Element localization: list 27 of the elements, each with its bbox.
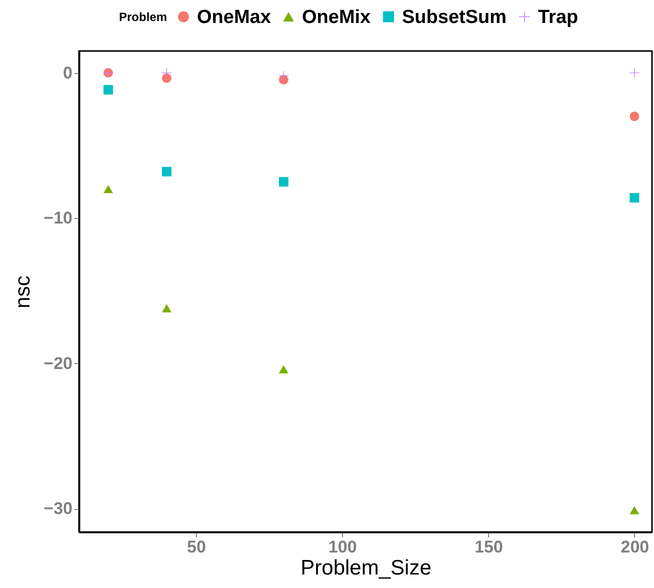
legend-label: OneMax [197, 6, 272, 28]
point [162, 304, 172, 312]
y-axis-title: nsc [12, 276, 35, 308]
legend-label: Trap [538, 6, 578, 28]
point [630, 506, 640, 514]
y-tick-label: −30 [44, 499, 72, 518]
point [630, 68, 640, 78]
x-tick-label: 200 [620, 538, 650, 556]
legend-label: SubsetSum [402, 6, 507, 28]
point [630, 193, 640, 203]
y-tick-label: −20 [44, 354, 72, 373]
point [162, 73, 172, 83]
point [630, 112, 640, 122]
point [278, 75, 288, 85]
y-tick-label: 0 [63, 63, 72, 82]
y-tick-label: −10 [44, 208, 72, 228]
legend-title: Problem [119, 10, 168, 24]
x-tick-label: 100 [328, 538, 357, 556]
x-tick-label: 50 [186, 538, 206, 556]
x-axis-title: Problem_Size [300, 556, 432, 580]
point [162, 166, 172, 176]
point [103, 85, 113, 95]
legend-label: OneMix [302, 6, 372, 28]
point [278, 177, 288, 187]
point [278, 365, 288, 374]
point [103, 184, 113, 194]
x-tick-label: 150 [474, 538, 503, 556]
